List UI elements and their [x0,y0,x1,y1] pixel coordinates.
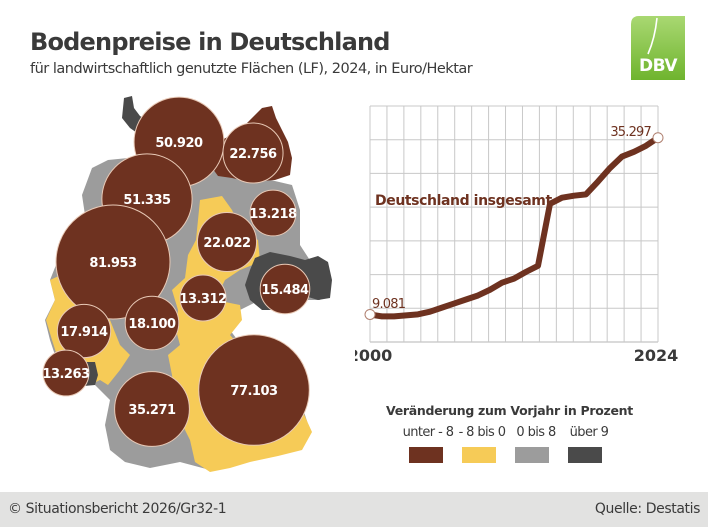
footer-source: Quelle: Destatis [594,501,701,517]
bubble-value-label: 22.022 [203,236,250,251]
legend-swatch-yellow [462,447,496,463]
dbv-logo: DBV [631,16,685,80]
footer: © Situationsbericht 2026/Gr32-1 Quelle: … [0,492,708,527]
endpoint-marker [364,308,376,320]
legend-title: Veränderung zum Vorjahr in Prozent [386,403,633,418]
legend-swatch-gray [515,447,549,463]
dbv-logo-shape [631,16,685,80]
bubble-value-label: 17.914 [60,325,108,340]
price-bubble [124,295,180,351]
price-bubble [179,274,227,322]
logo-text: DBV [638,56,678,76]
footer-copyright: © Situationsbericht 2026/Gr32-1 [8,501,227,517]
endpoint-marker [652,132,664,144]
price-bubble [249,189,297,237]
page-title: Bodenpreise in Deutschland [30,28,390,56]
legend-label-0-bis-8: 0 bis 8 [516,425,556,440]
bubble-value-label: 50.920 [155,136,203,151]
x-tick-label-start: 2000 [355,346,392,365]
chart-grid [369,105,659,343]
page-subtitle: für landwirtschaftlich genutzte Flächen … [30,61,473,77]
bubble-value-label: 13.312 [179,292,226,307]
bubble-value-label: 13.218 [249,207,297,222]
start-value-label: 9.081 [372,297,406,312]
price-bubble [56,303,112,359]
end-value-label: 35.297 [610,125,651,140]
legend-swatch-brown [409,447,443,463]
bubble-value-label: 77.103 [230,384,278,399]
price-bubble [42,349,90,397]
price-bubble [55,204,171,320]
bubble-layer: 50.920 22.756 51.335 81.953 13.218 22.022 13.3… [42,96,311,447]
series-line [369,135,660,320]
legend-swatch-dark [568,447,602,463]
bubble-value-label: 51.335 [123,193,171,208]
legend-label-minus8-bis-0: - 8 bis 0 [458,425,506,440]
bubble-value-label: 81.953 [89,256,137,271]
chart-series [364,132,664,320]
price-bubble [114,371,190,447]
bubble-value-label: 15.484 [261,283,309,298]
series-label: Deutschland insgesamt [375,193,552,209]
price-bubble [198,334,310,446]
germany-map: 50.920 22.756 51.335 81.953 13.218 22.022 13.3… [42,96,332,472]
x-tick-label-end: 2024 [634,346,679,365]
bubble-value-label: 35.271 [128,403,176,418]
bubble-value-label: 22.756 [229,147,277,162]
bubble-value-label: 18.100 [128,317,176,332]
price-bubble [196,211,258,273]
legend-label-ueber-9: über 9 [569,425,609,440]
price-bubble [259,263,311,315]
bubble-value-label: 13.263 [42,367,90,382]
legend-label-unter-8: unter - 8 [402,425,454,440]
line-chart: Deutschland insgesamt 9.081 35.297 2000 … [355,105,679,365]
price-bubble [222,122,284,184]
